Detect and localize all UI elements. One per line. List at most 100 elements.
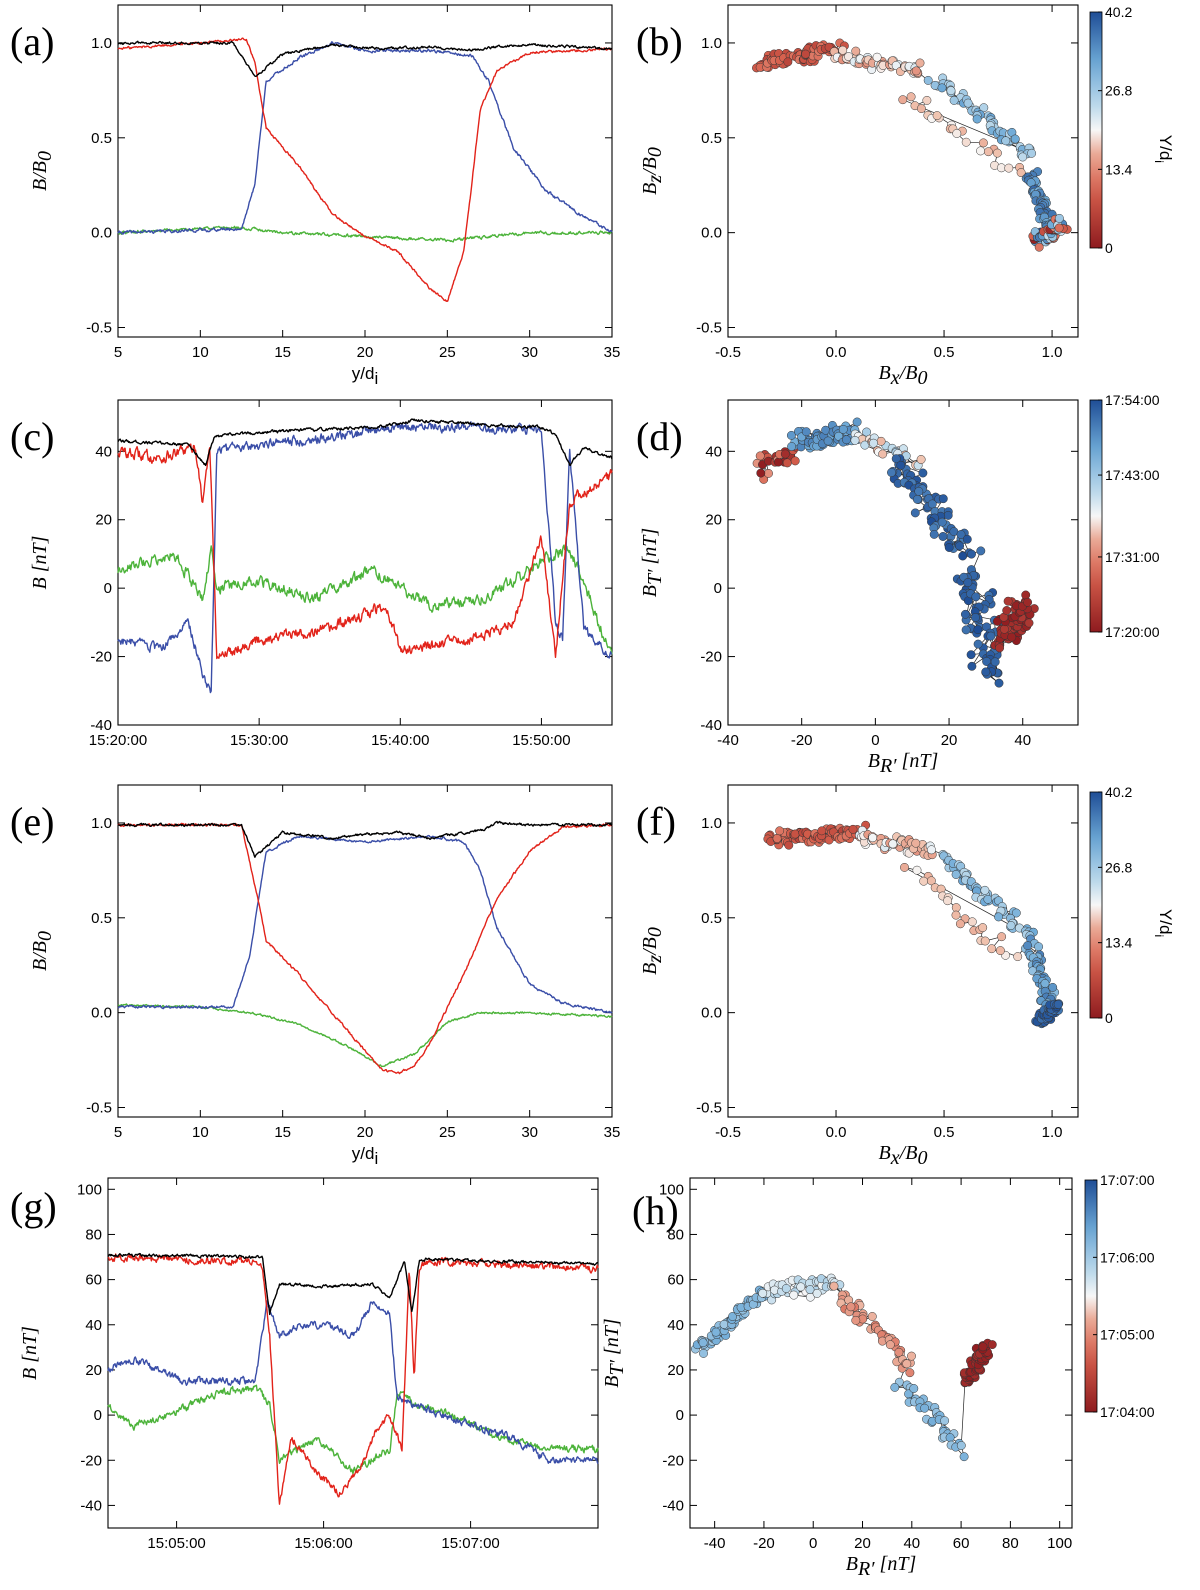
x-tick-label: -0.5 (715, 1124, 741, 1141)
scatter-point (994, 912, 1004, 922)
colorbar-tick-label: 13.4 (1105, 161, 1132, 177)
y-axis-label-main: B [nT] (29, 536, 51, 590)
x-tick-label: 0.0 (826, 1124, 847, 1141)
y-axis-label-main: B (639, 585, 661, 597)
scatter-point (961, 625, 971, 635)
y-tick-label: 60 (667, 1272, 684, 1289)
scatter-point (938, 494, 948, 504)
scatter-point (1034, 242, 1044, 252)
colorbar (1084, 1179, 1098, 1413)
scatter-point (846, 1302, 856, 1312)
y-tick-label: 1.0 (91, 35, 112, 52)
y-axis-label: B [nT] (19, 1326, 41, 1380)
y-tick-label: -20 (90, 649, 112, 666)
colorbar-label-sub: i (1152, 935, 1166, 938)
scatter-point (914, 486, 924, 496)
y-axis-label: B/B0 (29, 151, 56, 191)
plot-frame (107, 1177, 599, 1529)
y-axis-label-sub: T′ (644, 569, 666, 585)
colorbar-label-main: Y/d (1156, 135, 1175, 161)
scatter-point (937, 83, 947, 93)
series-bx-line (117, 822, 613, 1075)
y-tick-label: 20 (705, 512, 722, 529)
scatter-point (978, 923, 988, 933)
scatter-point (963, 578, 973, 587)
scatter-point (926, 876, 936, 886)
colorbar-tick-label: 17:06:00 (1100, 1249, 1155, 1265)
scatter-point (983, 147, 993, 157)
x-tick-label: 15:50:00 (512, 732, 570, 749)
scatter-point (986, 631, 996, 641)
scatter-point (898, 95, 908, 105)
x-tick-label: 20 (357, 1124, 374, 1141)
panel-c: 15:20:00 15:30:00 15:40:00 15:50:00 -40 -20 0 2… (10, 399, 613, 749)
y-tick-label: 1.0 (701, 35, 722, 52)
x-axis-label-sub: R′ (879, 755, 897, 777)
scatter-point (885, 1340, 895, 1350)
colorbar-tick-label: 26.8 (1105, 859, 1132, 875)
scatter-point (938, 532, 948, 541)
scatter-point (888, 839, 898, 849)
scatter-point (764, 468, 773, 478)
y-axis-label-tail: /B (639, 157, 661, 176)
scatter-point (842, 435, 851, 445)
y-axis-label-sub: 0 (34, 931, 56, 941)
y-axis-label-sub: 0 (34, 151, 56, 161)
colorbar-tick-label: 13.4 (1105, 935, 1132, 951)
colorbar-tick-label: 17:05:00 (1100, 1327, 1155, 1343)
scatter-point (923, 75, 933, 85)
scatter-point (756, 468, 766, 478)
colorbar-tick-label: 0 (1105, 1010, 1113, 1026)
x-tick-label: 0.5 (934, 1124, 955, 1141)
colorbar-tick-label: 17:31:00 (1105, 549, 1160, 565)
scatter-points (763, 820, 1064, 1029)
scatter-point (943, 510, 953, 520)
y-tick-label: 80 (667, 1226, 684, 1243)
scatter-point (1054, 223, 1064, 233)
x-axis-label-main: B (868, 750, 880, 772)
scatter-point (823, 436, 833, 446)
y-tick-label: 0.5 (701, 910, 722, 927)
scatter-point (959, 1452, 969, 1462)
scatter-point (1006, 921, 1016, 930)
x-tick-label: -20 (753, 1535, 775, 1552)
y-axis-label-tail: [nT] (601, 1318, 623, 1360)
colorbar (1089, 791, 1103, 1019)
x-axis-label-tail: [nT] (875, 1553, 917, 1575)
colorbar-tick-label: 17:54:00 (1105, 392, 1160, 408)
scatter-point (890, 1382, 900, 1392)
x-tick-label: 5 (114, 344, 122, 361)
scatter-point (943, 896, 953, 906)
y-tick-label: 100 (77, 1181, 102, 1198)
y-tick-label: -40 (662, 1497, 684, 1514)
scatter-point (887, 468, 896, 477)
series-by-line (117, 1003, 613, 1068)
colorbar-tick-label: 17:07:00 (1100, 1172, 1155, 1188)
y-axis-label-tail: /B (639, 937, 661, 956)
y-axis-label-main: B (601, 1375, 623, 1387)
y-tick-label: 20 (85, 1362, 102, 1379)
x-axis-label-sub: i (374, 369, 378, 388)
scatter-point (775, 826, 785, 836)
scatter-point (978, 1342, 988, 1352)
scatter-point (1004, 163, 1014, 173)
x-axis-label-main: B (846, 1553, 858, 1575)
panel-label: (g) (10, 1184, 57, 1229)
scatter-point (805, 1285, 815, 1295)
x-axis-label-sub2: 0 (917, 367, 927, 389)
y-tick-label: 0.0 (701, 225, 722, 242)
x-tick-label: -40 (704, 1535, 726, 1552)
plot-frame (727, 784, 1079, 1118)
x-tick-label: 35 (604, 344, 621, 361)
panel-label: (d) (636, 414, 683, 459)
scatter-point (872, 52, 882, 62)
scatter-point (876, 436, 886, 446)
scatter-point (1003, 596, 1013, 606)
scatter-point (919, 876, 929, 886)
scatter-point (698, 1338, 708, 1348)
scatter-point (927, 845, 936, 855)
scatter-point (910, 508, 920, 518)
y-tick-label: 0.5 (91, 130, 112, 147)
scatter-point (949, 95, 959, 105)
scatter-point (1053, 999, 1063, 1009)
